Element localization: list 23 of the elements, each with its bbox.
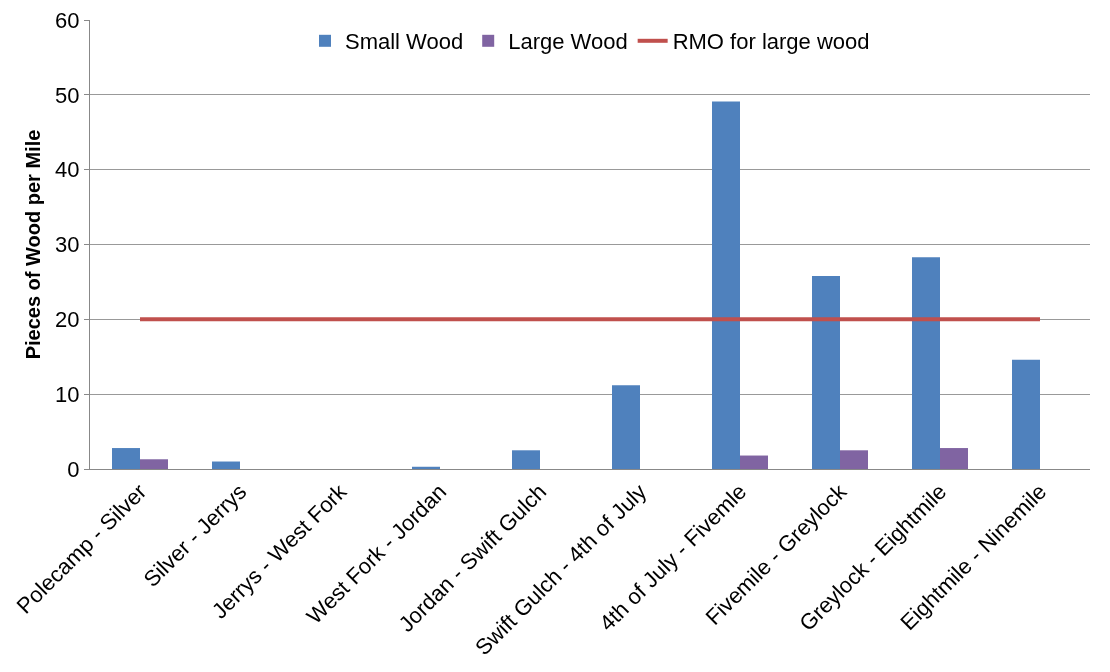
bar [512,450,540,469]
bar [1012,359,1040,469]
bar [612,385,640,469]
y-tick-label: 40 [55,157,80,183]
bar [140,459,168,469]
y-tick-label: 50 [55,82,80,108]
legend-label: Large Wood [508,29,628,55]
y-axis-title: Pieces of Wood per Mile [22,129,44,360]
legend-label: RMO for large wood [672,29,870,55]
y-tick-label: 0 [67,456,80,482]
bar [840,450,868,469]
y-tick-label: 30 [55,232,80,258]
bar [212,461,240,469]
y-tick-label: 20 [55,307,80,333]
bar [112,448,140,469]
y-tick-label: 60 [55,7,80,33]
y-tick-label: 10 [55,381,80,407]
bar [912,257,940,469]
bar [740,455,768,469]
bar [812,275,840,469]
bar [940,448,968,469]
legend-label: Small Wood [345,29,464,55]
bar [712,101,740,469]
